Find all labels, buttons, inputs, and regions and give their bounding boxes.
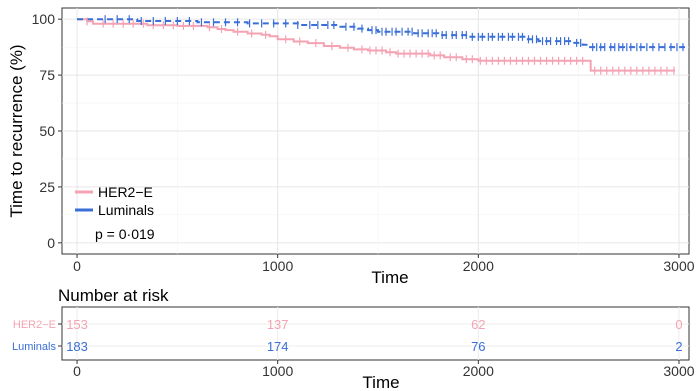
survival-curve-her2e (77, 18, 675, 72)
x-tick-label: 1000 (262, 258, 293, 274)
y-tick-label: 50 (39, 123, 55, 139)
risk-cell: 76 (471, 339, 485, 354)
risk-cell: 183 (66, 339, 88, 354)
risk-x-tick-label: 3000 (663, 363, 694, 379)
risk-x-tick-label: 0 (73, 363, 81, 379)
y-tick-label: 25 (39, 179, 55, 195)
y-tick-label: 100 (32, 11, 56, 27)
x-axis-ticks: 0 1000 2000 3000 (73, 254, 695, 274)
risk-table-grid (62, 307, 689, 360)
legend-item: HER2−E (75, 184, 153, 200)
y-tick-label: 75 (39, 67, 55, 83)
risk-x-tick-label: 1000 (262, 363, 293, 379)
legend-item: Luminals (75, 202, 154, 218)
y-axis-ticks: 0 25 50 75 100 (32, 11, 62, 251)
y-tick-label: 0 (47, 235, 55, 251)
plot-grid (62, 8, 689, 254)
risk-row-label: HER2−E (13, 319, 56, 331)
x-tick-label: 0 (73, 258, 81, 274)
risk-table-x-ticks: 0 1000 2000 3000 (73, 360, 695, 379)
legend: HER2−E Luminals (75, 184, 154, 218)
risk-cell: 62 (471, 317, 485, 332)
x-axis-title: Time (371, 268, 408, 287)
risk-cell: 174 (267, 339, 289, 354)
risk-table-cells: 153 137 62 0 183 174 76 2 (66, 317, 682, 354)
risk-x-tick-label: 2000 (463, 363, 494, 379)
x-tick-label: 2000 (463, 258, 494, 274)
risk-table-title: Number at risk (58, 286, 169, 305)
survival-curves (77, 18, 685, 72)
x-tick-label: 3000 (663, 258, 694, 274)
censor-marks (86, 15, 684, 75)
survival-curve-luminals (77, 18, 685, 49)
risk-cell: 153 (66, 317, 88, 332)
y-axis-title: Time to recurrence (%) (7, 44, 26, 217)
risk-cell: 2 (675, 339, 682, 354)
risk-cell: 0 (675, 317, 682, 332)
risk-table-panel (61, 306, 690, 361)
risk-table-x-axis-title: Time (362, 373, 399, 391)
p-value-annotation: p = 0·019 (95, 226, 155, 242)
risk-cell: 137 (267, 317, 289, 332)
legend-label: Luminals (98, 202, 154, 218)
risk-table: Number at risk 153 137 62 0 183 174 76 2 HER2−E… (12, 286, 695, 391)
legend-label: HER2−E (98, 184, 153, 200)
risk-table-row-labels: HER2−E Luminals (12, 319, 62, 353)
risk-row-label: Luminals (12, 341, 57, 353)
